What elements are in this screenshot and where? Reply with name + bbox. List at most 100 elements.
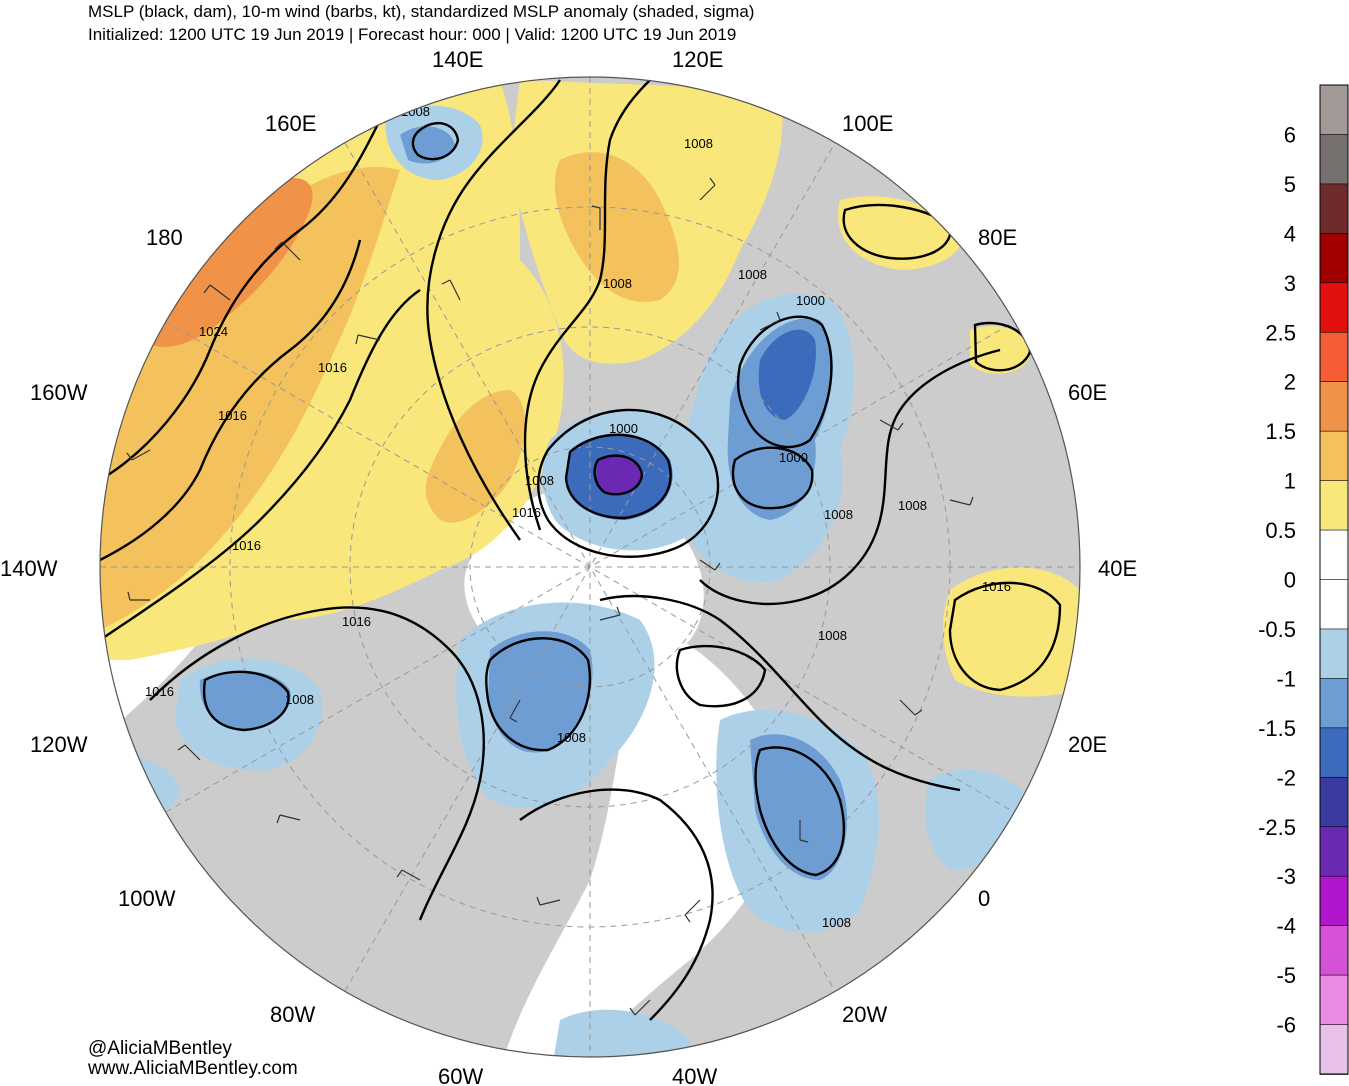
isobar-contour: [100, 239, 362, 562]
wind-barb: [127, 591, 150, 601]
colorbar-label: 2: [1284, 370, 1296, 395]
anomaly-positive-russia: [943, 567, 1080, 697]
isobar-label: 1008: [401, 104, 430, 119]
colorbar-label: -2.5: [1258, 815, 1296, 840]
colorbar-swatch: [1319, 282, 1349, 334]
isobar-label: 1016: [145, 684, 174, 699]
isobar-label: 1000: [796, 293, 825, 308]
wind-barb: [591, 205, 601, 230]
isobar-contour: [599, 594, 961, 792]
wind-barb: [536, 896, 561, 906]
colorbar-label: -1: [1276, 666, 1296, 691]
colorbar-label: 6: [1284, 122, 1296, 147]
colorbar-label: 2.5: [1265, 320, 1296, 345]
colorbar-label: 4: [1284, 221, 1296, 246]
anomaly-moderate-pacific: [100, 166, 400, 631]
isobars: [100, 79, 1062, 1021]
isobar-contour: [426, 79, 561, 541]
longitude-label: 160W: [30, 380, 88, 405]
longitude-label: 40E: [1098, 556, 1137, 581]
isobar-label: 1016: [232, 538, 261, 553]
anomaly-extreme-pole: [596, 455, 642, 495]
wind-barb: [441, 279, 461, 301]
longitude-label: 100W: [118, 886, 176, 911]
credit-website: www.AliciaMBentley.com: [88, 1058, 298, 1079]
isobar-label: 1016: [342, 614, 371, 629]
colorbar: 6 5 4 3 2.5 2 1.5 1 0.5 0 -0.5 -1 -1.5 -2 -2.5 -3 -4 -5 -6: [1258, 84, 1349, 1075]
isobar-label: 1008: [738, 267, 767, 282]
wind-barb: [699, 559, 721, 571]
colorbar-label: -3: [1276, 864, 1296, 889]
colorbar-label: -0.5: [1258, 617, 1296, 642]
wind-barb: [396, 869, 421, 881]
longitude-label: 80W: [270, 1002, 315, 1027]
isobar-label: 1000: [609, 421, 638, 436]
graticule: [100, 77, 1080, 1057]
wind-barb: [949, 496, 974, 506]
isobar-label: 1016: [982, 579, 1011, 594]
colorbar-label: 5: [1284, 172, 1296, 197]
colorbar-swatch: [1319, 925, 1349, 976]
colorbar-label: -5: [1276, 963, 1296, 988]
wind-barb: [879, 419, 904, 431]
atlantic-ocean: [500, 620, 786, 1057]
isobar-contour: [523, 79, 651, 531]
colorbar-label: 0.5: [1265, 518, 1296, 543]
longitude-label: 80E: [978, 225, 1017, 250]
isobar-contour: [948, 581, 1062, 692]
anomaly-core-barents: [758, 329, 816, 420]
wind-barb: [629, 999, 651, 1016]
colorbar-swatch: [1319, 529, 1349, 581]
colorbar-swatch: [1319, 628, 1349, 680]
colorbar-label: -2: [1276, 765, 1296, 790]
longitude-label: 100E: [842, 111, 893, 136]
anomaly-negative-europe: [925, 769, 1030, 870]
isobar-label: 1008: [603, 276, 632, 291]
anomaly-moderate-laptev: [554, 152, 679, 302]
longitude-label: 120W: [30, 732, 88, 757]
colorbar-swatch: [1319, 480, 1349, 531]
isobar-contour: [411, 121, 460, 161]
wind-barb: [699, 177, 716, 201]
wind-barb: [355, 334, 381, 345]
anomaly-strong-greenland: [488, 631, 593, 753]
colorbar-label: -4: [1276, 914, 1296, 939]
isobar-label: 1000: [779, 450, 808, 465]
isobar-contour: [593, 454, 644, 496]
longitude-label: 0: [978, 886, 990, 911]
anomaly-positive-urals: [970, 326, 1030, 374]
colorbar-swatch: [1319, 826, 1349, 878]
colorbar-label: 3: [1284, 271, 1296, 296]
colorbar-label: 1: [1284, 469, 1296, 494]
colorbar-swatch: [1319, 875, 1349, 927]
isobar-contour: [149, 606, 485, 921]
longitude-label: 140E: [432, 47, 483, 72]
isobar-label: 1016: [512, 505, 541, 520]
longitude-label: 20W: [842, 1002, 887, 1027]
wind-barb: [684, 899, 701, 923]
isobar-label: 1008: [684, 136, 713, 151]
colorbar-frame: [1319, 84, 1349, 1075]
colorbar-swatch: [1319, 233, 1349, 284]
isobar-labels: 1008 1008 1008 1008 1000 1024 1016 1016 …: [145, 104, 1011, 930]
isobar-contour: [537, 408, 720, 558]
colorbar-swatch: [1319, 974, 1349, 1026]
longitude-label: 60W: [438, 1064, 483, 1086]
isobar-label: 1008: [285, 692, 314, 707]
isobar-label: 1016: [218, 408, 247, 423]
longitude-label: 120E: [672, 47, 723, 72]
longitude-label: 160E: [265, 111, 316, 136]
isobar-contour: [754, 746, 845, 877]
colorbar-swatch: [1319, 678, 1349, 729]
isobar-label: 1008: [898, 498, 927, 513]
anomaly-negative-atlantic: [550, 1009, 690, 1057]
colorbar-swatch: [1319, 727, 1349, 779]
colorbar-swatch: [1319, 381, 1349, 432]
isobar-contour: [699, 348, 1001, 606]
wind-barb: [276, 814, 301, 824]
colorbar-swatch: [1319, 430, 1349, 482]
colorbar-label: 0: [1284, 568, 1296, 593]
colorbar-swatch: [1319, 776, 1349, 828]
isobar-contour: [675, 644, 767, 708]
longitude-label: 20E: [1068, 732, 1107, 757]
